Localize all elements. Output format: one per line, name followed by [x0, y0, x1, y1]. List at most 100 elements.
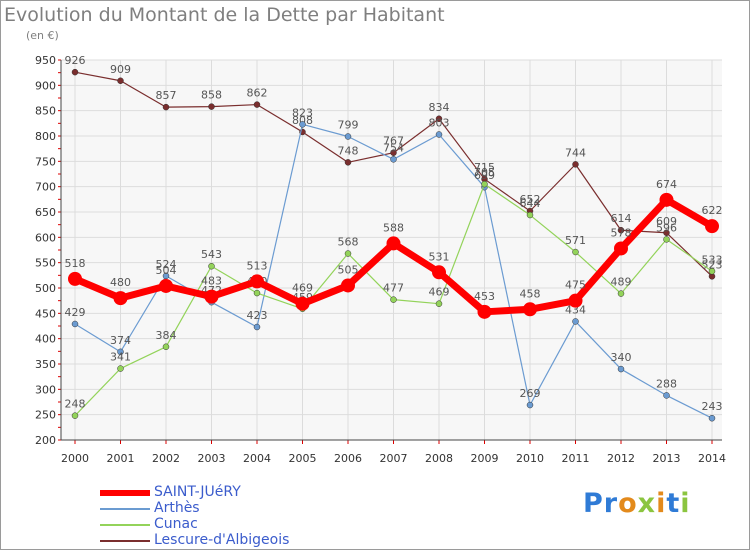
- data-point: [250, 274, 264, 289]
- data-point: [159, 278, 173, 293]
- legend-swatch: [100, 508, 150, 510]
- data-point: [708, 268, 716, 275]
- proxiti-logo: Proxiti: [583, 488, 691, 519]
- data-point: [113, 291, 128, 306]
- data-label: 705: [474, 166, 495, 179]
- data-label: 699: [474, 169, 495, 182]
- data-point: [617, 365, 625, 373]
- data-label: 571: [565, 234, 586, 247]
- data-label: 269: [520, 387, 541, 400]
- x-tick-label: 2000: [61, 452, 89, 465]
- x-tick-label: 2014: [698, 452, 726, 465]
- data-label: 504: [156, 264, 177, 277]
- data-point: [663, 392, 670, 399]
- y-tick-label: 600: [35, 231, 56, 244]
- y-tick-label: 450: [35, 307, 56, 320]
- data-label: 469: [292, 282, 313, 295]
- data-label: 588: [383, 221, 404, 234]
- data-label: 614: [611, 212, 632, 225]
- x-tick-label: 2011: [562, 452, 590, 465]
- x-tick-label: 2012: [607, 452, 635, 465]
- x-tick-label: 2008: [425, 452, 453, 465]
- data-label: 754: [383, 141, 404, 154]
- y-tick-label: 850: [35, 105, 56, 118]
- data-point: [435, 115, 443, 123]
- data-point: [572, 248, 579, 256]
- data-label: 862: [247, 87, 268, 100]
- y-tick-label: 350: [35, 358, 56, 371]
- x-tick-label: 2002: [152, 452, 180, 465]
- x-tick-label: 2001: [107, 452, 135, 465]
- data-point: [572, 318, 579, 325]
- data-point: [435, 131, 443, 138]
- y-tick-label: 500: [35, 282, 56, 295]
- data-label: 808: [292, 114, 313, 127]
- data-point: [71, 68, 79, 76]
- legend-item-arthes: Arthès: [100, 500, 360, 517]
- x-tick-label: 2003: [198, 452, 226, 465]
- y-tick-label: 750: [35, 155, 56, 168]
- data-point: [481, 180, 488, 188]
- data-label: 483: [201, 275, 222, 288]
- data-point: [614, 241, 628, 256]
- data-label: 926: [65, 54, 86, 67]
- data-label: 480: [110, 276, 131, 289]
- data-label: 609: [656, 215, 677, 228]
- data-label: 384: [156, 329, 177, 342]
- data-point: [432, 265, 446, 280]
- data-label: 248: [65, 398, 86, 411]
- data-point: [117, 348, 124, 356]
- data-label: 578: [611, 226, 632, 239]
- legend-swatch: [100, 540, 150, 542]
- data-label: 453: [474, 290, 495, 303]
- data-point: [162, 272, 170, 280]
- data-point: [526, 211, 534, 219]
- data-point: [435, 300, 443, 307]
- data-label: 524: [156, 258, 177, 271]
- data-point: [162, 103, 170, 111]
- x-tick-label: 2007: [380, 452, 408, 465]
- x-tick-label: 2005: [289, 452, 317, 465]
- data-label: 622: [702, 204, 723, 217]
- data-label: 596: [656, 221, 677, 234]
- legend-item-lescure: Lescure-d'Albigeois: [100, 532, 360, 549]
- data-label: 533: [702, 253, 723, 266]
- data-label: 652: [520, 193, 541, 206]
- data-point: [299, 121, 306, 128]
- y-tick-label: 250: [35, 409, 56, 422]
- data-point: [390, 296, 397, 303]
- chart-title: Evolution du Montant de la Dette par Hab…: [4, 4, 445, 26]
- data-point: [568, 293, 583, 308]
- data-label: 288: [656, 377, 677, 390]
- data-point: [659, 192, 674, 207]
- data-point: [208, 262, 215, 270]
- data-point: [162, 343, 170, 351]
- data-point: [71, 320, 79, 328]
- x-tick-label: 2006: [334, 452, 362, 465]
- y-tick-label: 800: [35, 130, 56, 143]
- data-point: [344, 133, 352, 140]
- data-point: [344, 159, 352, 166]
- data-point: [253, 101, 261, 108]
- data-label: 374: [110, 334, 131, 347]
- legend-item-saint-juery: SAINT-JUéRY: [100, 484, 360, 501]
- data-label: 744: [565, 146, 586, 159]
- data-point: [477, 304, 492, 319]
- y-tick-label: 400: [35, 333, 56, 346]
- y-tick-label: 200: [35, 434, 56, 447]
- legend-label: Cunac: [154, 516, 198, 532]
- data-label: 243: [702, 400, 723, 413]
- data-point: [663, 236, 670, 243]
- data-point: [117, 77, 124, 85]
- data-point: [572, 161, 579, 168]
- data-point: [663, 229, 670, 237]
- data-label: 489: [611, 276, 632, 289]
- y-tick-label: 650: [35, 206, 56, 219]
- data-label: 458: [520, 287, 541, 300]
- data-label: 429: [65, 306, 86, 319]
- data-label: 518: [65, 257, 86, 270]
- x-tick-label: 2013: [653, 452, 681, 465]
- y-tick-label: 900: [35, 79, 56, 92]
- data-point: [708, 414, 716, 422]
